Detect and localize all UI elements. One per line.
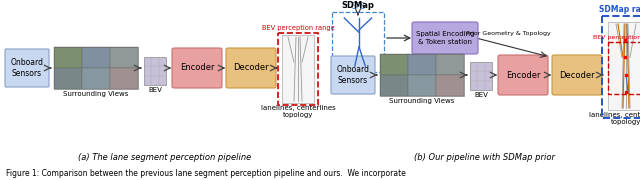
Bar [408,75,436,96]
Bar [54,68,82,89]
FancyBboxPatch shape [172,48,222,88]
Text: BEV: BEV [148,87,162,93]
Text: SDMap: SDMap [342,1,374,10]
Text: Surrounding Views: Surrounding Views [63,91,129,97]
Bar [436,54,464,75]
FancyBboxPatch shape [331,56,375,94]
Bar [608,42,640,94]
Bar [602,16,640,118]
Text: lanelines, centerlines
topology: lanelines, centerlines topology [589,112,640,125]
Bar [110,68,138,89]
Text: Figure 1: Comparison between the previous lane segment perception pipeline and o: Figure 1: Comparison between the previou… [6,168,406,177]
Text: SDMap range: SDMap range [599,5,640,14]
FancyBboxPatch shape [552,55,602,95]
Bar [54,47,82,68]
Bar [380,54,408,75]
Bar [608,22,640,110]
FancyBboxPatch shape [498,55,548,95]
Text: Spatial Encoding
& Token station: Spatial Encoding & Token station [416,31,474,45]
Bar [380,54,464,96]
Text: GPS: GPS [350,2,365,11]
Text: Prior Geometry & Topology: Prior Geometry & Topology [466,31,550,36]
Bar [436,75,464,96]
Text: (a) The lane segment perception pipeline: (a) The lane segment perception pipeline [78,154,252,163]
Bar [470,62,492,90]
Bar [332,12,384,72]
Bar [54,47,138,89]
Text: BEV perception range: BEV perception range [593,35,640,40]
Text: BEV: BEV [474,92,488,98]
FancyBboxPatch shape [5,49,49,87]
Text: Encoder: Encoder [180,64,214,73]
Bar [110,47,138,68]
Text: Encoder: Encoder [506,71,540,80]
Bar [82,68,110,89]
FancyBboxPatch shape [412,22,478,54]
Text: BEV perception range: BEV perception range [262,25,334,31]
Text: (b) Our pipeline with SDMap prior: (b) Our pipeline with SDMap prior [415,154,556,163]
Text: Onboard
Sensors: Onboard Sensors [10,58,44,78]
Bar [278,33,318,105]
Bar [144,57,166,85]
Bar [380,75,408,96]
Bar [408,54,436,75]
Text: Surrounding Views: Surrounding Views [389,98,454,104]
Text: Decoder: Decoder [233,64,269,73]
Text: lanelines, centerlines
topology: lanelines, centerlines topology [260,105,335,118]
Text: Onboard
Sensors: Onboard Sensors [337,65,369,85]
Bar [282,35,314,103]
FancyBboxPatch shape [226,48,276,88]
Bar [82,47,110,68]
Text: Decoder: Decoder [559,71,595,80]
